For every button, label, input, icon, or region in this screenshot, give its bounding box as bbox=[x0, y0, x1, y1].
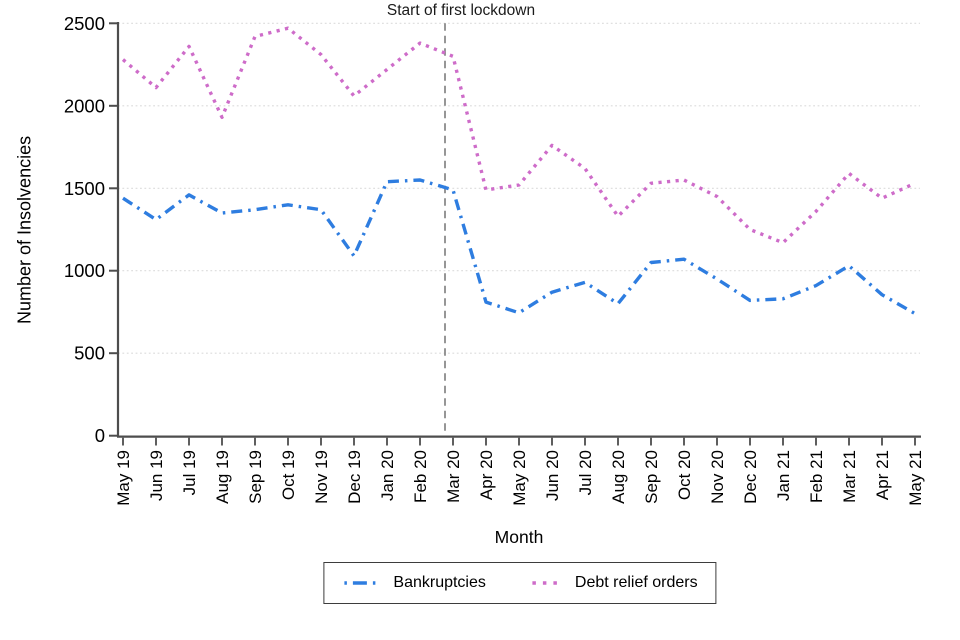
x-tick-label-jan-21: Jan 21 bbox=[774, 450, 793, 501]
y-tick-label-500: 500 bbox=[74, 343, 105, 364]
x-tick-label-mar-20: Mar 20 bbox=[444, 450, 463, 503]
x-tick-label-dec-20: Dec 20 bbox=[741, 450, 760, 504]
legend-item-bankruptcies: Bankruptcies bbox=[342, 574, 486, 592]
y-tick-label-1500: 1500 bbox=[64, 178, 105, 199]
x-tick-label-may-20: May 20 bbox=[510, 450, 529, 506]
legend-box: Bankruptcies Debt relief orders bbox=[323, 562, 717, 604]
bankruptcies-line-sample-icon bbox=[344, 581, 379, 585]
y-tick-label-0: 0 bbox=[95, 425, 105, 446]
legend-label-debt-relief-orders: Debt relief orders bbox=[574, 574, 698, 591]
x-tick-label-nov-20: Nov 20 bbox=[708, 450, 727, 504]
series-line-bankruptcies bbox=[122, 178, 916, 316]
x-tick-label-aug-19: Aug 19 bbox=[213, 450, 232, 504]
x-tick-label-feb-20: Feb 20 bbox=[411, 450, 430, 503]
x-tick-label-oct-20: Oct 20 bbox=[675, 450, 694, 500]
lockdown-annotation-label: Start of first lockdown bbox=[386, 2, 536, 19]
x-tick-label-jul-19: Jul 19 bbox=[180, 450, 199, 495]
x-tick-label-apr-20: Apr 20 bbox=[477, 450, 496, 500]
x-tick-label-sep-20: Sep 20 bbox=[642, 450, 661, 504]
x-axis-title: Month bbox=[494, 527, 544, 547]
x-tick-label-sep-19: Sep 19 bbox=[246, 450, 265, 504]
debt-relief-line-sample-icon bbox=[531, 581, 560, 585]
y-axis-title: Number of Insolvencies bbox=[14, 135, 35, 324]
y-tick-label-1000: 1000 bbox=[64, 260, 105, 281]
x-tick-label-oct-19: Oct 19 bbox=[279, 450, 298, 500]
series-line-debt-relief-orders bbox=[121, 26, 916, 245]
x-tick-label-feb-21: Feb 21 bbox=[807, 450, 826, 503]
x-tick-label-jan-20: Jan 20 bbox=[378, 450, 397, 501]
x-tick-label-may-19: May 19 bbox=[114, 450, 133, 506]
x-tick-label-dec-19: Dec 19 bbox=[345, 450, 364, 504]
x-tick-label-nov-19: Nov 19 bbox=[312, 450, 331, 504]
x-tick-label-jun-19: Jun 19 bbox=[147, 450, 166, 501]
x-tick-label-mar-21: Mar 21 bbox=[840, 450, 859, 503]
x-tick-label-jun-20: Jun 20 bbox=[543, 450, 562, 501]
x-tick-label-aug-20: Aug 20 bbox=[609, 450, 628, 504]
x-tick-label-apr-21: Apr 21 bbox=[873, 450, 892, 500]
x-tick-label-may-21: May 21 bbox=[906, 450, 925, 506]
y-tick-label-2000: 2000 bbox=[64, 95, 105, 116]
legend-label-bankruptcies: Bankruptcies bbox=[393, 574, 486, 591]
x-tick-label-jul-20: Jul 20 bbox=[576, 450, 595, 495]
y-tick-label-2500: 2500 bbox=[64, 13, 105, 34]
legend-item-debt-relief-orders: Debt relief orders bbox=[530, 574, 698, 592]
